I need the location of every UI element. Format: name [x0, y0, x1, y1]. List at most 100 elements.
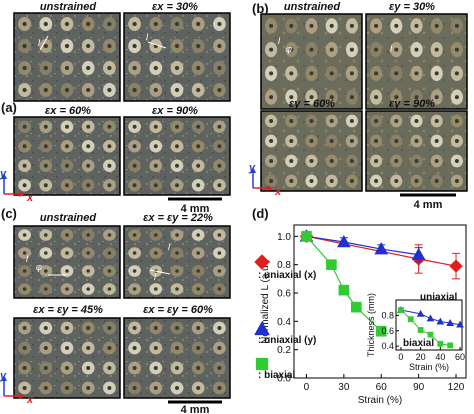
panel-a-axis-x: x: [26, 192, 34, 204]
specimen-core: [44, 251, 48, 255]
panel-b-scale-label: 4 mm: [414, 199, 443, 211]
specimen-core: [107, 251, 112, 255]
specimen-core: [394, 179, 399, 183]
inset-data-point: [456, 320, 464, 328]
inset-data-point: [407, 316, 414, 323]
y-tick-label: 0.4: [277, 317, 291, 328]
specimen-core: [175, 251, 179, 255]
panel-label-c: (c): [1, 206, 17, 221]
specimen-core: [86, 251, 90, 255]
panel-b-photo-1: [260, 13, 363, 110]
specimen-core: [434, 159, 439, 163]
panel-a-header-1: unstrained: [40, 1, 97, 13]
specimen-core: [64, 65, 70, 71]
panel-b-axis-x: x: [274, 186, 282, 198]
specimen-core: [175, 346, 179, 350]
specimen-core: [107, 65, 112, 71]
specimen-core: [43, 346, 48, 350]
specimen-core: [132, 287, 137, 291]
specimen-core: [394, 95, 399, 100]
specimen-core: [196, 43, 201, 49]
panel-a-scale-label: 4 mm: [181, 203, 210, 215]
specimen-core: [154, 251, 158, 255]
specimen-core: [86, 65, 91, 71]
panel-c-header-4: εx = εy = 60%: [143, 304, 213, 316]
specimen-core: [132, 366, 137, 370]
specimen-core: [107, 366, 112, 370]
panel-a-annot-l-2: l: [146, 32, 149, 42]
specimen-core: [217, 144, 222, 149]
panel-c-annot-phi: φ: [36, 262, 42, 272]
specimen-core: [217, 269, 222, 273]
specimen-core: [217, 163, 222, 168]
specimen-core: [329, 47, 334, 52]
inset-data-point: [398, 307, 404, 313]
x-axis-label: Strain (%): [358, 395, 402, 406]
specimen-core: [217, 326, 222, 330]
specimen-core: [107, 287, 112, 291]
specimen-core: [107, 183, 112, 188]
specimen-core: [196, 287, 200, 291]
legend-marker: [254, 320, 270, 336]
inset-x-tick-label: 20: [416, 352, 426, 362]
specimen-core: [65, 233, 69, 237]
legend-label: : uniaxial (x): [258, 270, 316, 281]
specimen-core: [196, 269, 200, 273]
specimen-core: [107, 144, 112, 149]
specimen-core: [153, 144, 158, 149]
plot-frame: [293, 224, 467, 379]
inset-y-axis-label: Thickness (mm): [366, 293, 376, 357]
specimen-core: [329, 179, 334, 183]
data-point: [326, 259, 337, 270]
panel-c-header-1: unstrained: [40, 212, 97, 224]
specimen-core: [349, 71, 354, 76]
specimen-core: [349, 139, 354, 143]
panel-b-annot-l-2: l: [390, 44, 393, 54]
specimen-core: [217, 65, 222, 71]
specimen-core: [107, 21, 112, 27]
specimen-core: [86, 346, 91, 350]
specimen-core: [434, 119, 439, 123]
specimen-core: [374, 47, 379, 52]
specimen-core: [414, 179, 419, 183]
specimen-core: [394, 139, 399, 143]
specimen-core: [107, 269, 112, 273]
specimen-core: [217, 87, 222, 93]
specimen-core: [175, 233, 179, 237]
specimen-core: [132, 65, 137, 71]
specimen-core: [86, 269, 90, 273]
specimen-core: [394, 71, 399, 76]
specimen-core: [454, 23, 459, 28]
specimen-core: [43, 87, 48, 93]
inset-x-tick-label: 0: [398, 352, 403, 362]
panel-a-annot-l-1: l: [38, 38, 41, 48]
inset-data-point: [426, 314, 435, 322]
specimen-core: [153, 163, 158, 168]
panel-c-axis-x: x: [26, 394, 34, 406]
specimen-core: [196, 233, 200, 237]
panel-label-d: (d): [252, 206, 269, 221]
inset-x-tick-label: 40: [435, 352, 445, 362]
specimen-core: [196, 124, 201, 129]
specimen-core: [22, 144, 27, 149]
specimen-core: [394, 47, 399, 52]
specimen-core: [217, 124, 222, 129]
specimen-core: [132, 183, 137, 188]
panel-a-photo-1: [13, 12, 121, 102]
specimen-core: [22, 386, 27, 390]
specimen-core: [22, 366, 27, 370]
specimen-core: [107, 233, 112, 237]
specimen-core: [309, 47, 314, 52]
panel-b-axes-indicator: y x: [248, 162, 282, 198]
specimen-core: [349, 47, 354, 52]
panel-b: unstrained εy = 30% εy = 60% εy = 90% l …: [248, 1, 468, 211]
specimen-core: [22, 87, 27, 93]
specimen-core: [22, 287, 27, 291]
specimen-core: [65, 386, 69, 390]
specimen-core: [43, 163, 48, 168]
specimen-core: [269, 47, 274, 52]
specimen-core: [217, 43, 222, 49]
panel-b-header-1: unstrained: [284, 1, 341, 13]
specimen-core: [22, 269, 27, 273]
specimen-core: [132, 124, 137, 129]
